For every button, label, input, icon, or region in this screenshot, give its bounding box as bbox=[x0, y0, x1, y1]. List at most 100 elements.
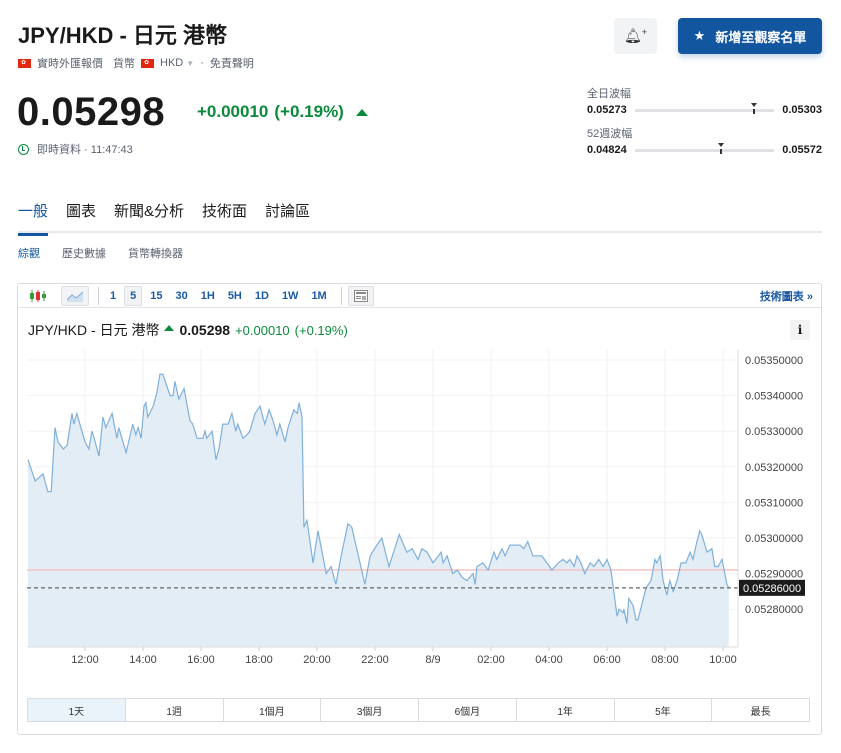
currency-value: HKD bbox=[160, 57, 184, 69]
quote-status: 即時資料 · 11:47:43 bbox=[18, 141, 133, 157]
chart-change: +0.00010 bbox=[235, 322, 290, 338]
y-tick-label: 0.05330000 bbox=[745, 426, 803, 438]
interval-30[interactable]: 30 bbox=[175, 289, 188, 302]
x-tick-label: 20:00 bbox=[303, 654, 331, 666]
tab-chart[interactable]: 圖表 bbox=[66, 203, 97, 220]
currency-select[interactable]: HKD ▼ bbox=[160, 57, 194, 69]
disclaimer-link[interactable]: 免責聲明 bbox=[209, 58, 254, 70]
chart-panel bbox=[17, 283, 822, 735]
week52-range: 52週波幅 0.04824 0.05572 bbox=[587, 125, 822, 156]
last-price-label: 0.05286000 bbox=[743, 583, 801, 595]
currency-label: 貨幣 bbox=[113, 58, 135, 70]
y-tick-label: 0.05320000 bbox=[745, 462, 803, 474]
interval-1m[interactable]: 1M bbox=[311, 289, 327, 302]
price-line bbox=[27, 373, 730, 624]
y-tick-label: 0.05280000 bbox=[745, 604, 803, 616]
tab-news[interactable]: 新聞&分析 bbox=[114, 203, 185, 220]
interval-1h[interactable]: 1H bbox=[200, 289, 215, 302]
interval-5[interactable]: 5 bbox=[124, 285, 143, 306]
range-button[interactable]: 5年 bbox=[615, 699, 713, 721]
range-low: 0.04824 bbox=[587, 144, 627, 156]
interval-group: 1 5 15 30 1H 5H 1D 1W 1M bbox=[105, 285, 335, 306]
chevron-down-icon: ▼ bbox=[186, 59, 195, 68]
range-high: 0.05572 bbox=[782, 144, 822, 156]
hk-flag-icon bbox=[141, 58, 154, 68]
x-tick-label: 8/9 bbox=[425, 654, 440, 666]
price-change: +0.00010 (+0.19%) bbox=[197, 102, 368, 122]
range-high: 0.05303 bbox=[782, 104, 822, 116]
range-button[interactable]: 1天 bbox=[28, 699, 126, 721]
subtab-converter[interactable]: 貨幣轉換器 bbox=[128, 248, 183, 260]
chart-header: JPY/HKD - 日元 港幣 0.05298 +0.00010 (+0.19%… bbox=[28, 320, 348, 340]
subtab-overview[interactable]: 綜觀 bbox=[18, 248, 40, 260]
star-icon: ★ bbox=[693, 28, 706, 43]
tab-divider bbox=[18, 231, 822, 233]
info-button[interactable]: i bbox=[790, 320, 810, 340]
range-button[interactable]: 1個月 bbox=[224, 699, 322, 721]
tab-forum[interactable]: 討論區 bbox=[265, 203, 311, 220]
area-fill bbox=[27, 374, 729, 647]
day-range: 全日波幅 0.05273 0.05303 bbox=[587, 85, 822, 116]
range-label: 52週波幅 bbox=[587, 128, 633, 140]
chart-toolbar: 1 5 15 30 1H 5H 1D 1W 1M 技術圖表 » bbox=[18, 284, 821, 308]
tab-general[interactable]: 一般 bbox=[18, 200, 49, 236]
source-label: 實時外匯報價 bbox=[37, 58, 103, 70]
bell-plus-icon: 🔔︎+ bbox=[623, 27, 648, 44]
range-bar bbox=[634, 102, 775, 114]
x-tick-label: 02:00 bbox=[477, 654, 505, 666]
range-bar bbox=[634, 142, 775, 154]
candlestick-icon bbox=[30, 289, 46, 302]
x-tick-label: 10:00 bbox=[709, 654, 737, 666]
interval-15[interactable]: 15 bbox=[150, 289, 163, 302]
chart-change-percent: (+0.19%) bbox=[294, 322, 348, 338]
range-low: 0.05273 bbox=[587, 104, 627, 116]
arrow-up-icon bbox=[164, 325, 175, 331]
range-label: 全日波幅 bbox=[587, 88, 631, 100]
main-tabs: 一般 圖表 新聞&分析 技術面 討論區 bbox=[18, 200, 328, 236]
range-selector: 1天 1週 1個月 3個月 6個月 1年 5年 最長 bbox=[27, 698, 810, 722]
toolbar-divider bbox=[340, 286, 342, 305]
y-tick-label: 0.05300000 bbox=[745, 533, 803, 545]
chart-symbol: JPY/HKD - 日元 港幣 bbox=[28, 322, 160, 338]
range-button[interactable]: 最長 bbox=[750, 706, 771, 718]
arrow-up-icon bbox=[355, 108, 368, 116]
quote-meta: 實時外匯報價 貨幣 HKD ▼ · 免責聲明 bbox=[18, 55, 254, 71]
x-tick-label: 22:00 bbox=[361, 654, 389, 666]
candlestick-chart-button[interactable] bbox=[24, 286, 52, 306]
x-tick-label: 18:00 bbox=[245, 654, 273, 666]
interval-1w[interactable]: 1W bbox=[281, 289, 299, 302]
interval-1d[interactable]: 1D bbox=[254, 289, 269, 302]
range-marker bbox=[750, 102, 757, 114]
interval-5h[interactable]: 5H bbox=[227, 289, 242, 302]
add-to-watchlist-button[interactable]: ★ 新增至觀察名單 bbox=[678, 18, 822, 54]
x-tick-label: 16:00 bbox=[187, 654, 215, 666]
range-button[interactable]: 6個月 bbox=[419, 699, 517, 721]
chart-price: 0.05298 bbox=[179, 322, 231, 338]
technical-chart-link[interactable]: 技術圖表 » bbox=[759, 290, 813, 303]
change-value: +0.00010 bbox=[197, 102, 269, 121]
y-tick-label: 0.05350000 bbox=[745, 355, 803, 367]
clock-icon bbox=[18, 143, 29, 155]
change-percent: (+0.19%) bbox=[274, 102, 344, 121]
hk-flag-icon bbox=[18, 58, 31, 68]
x-tick-label: 12:00 bbox=[71, 654, 99, 666]
interval-1[interactable]: 1 bbox=[110, 289, 117, 302]
range-button[interactable]: 3個月 bbox=[321, 699, 419, 721]
layout-button[interactable] bbox=[347, 285, 374, 306]
status-text: 即時資料 · 11:47:43 bbox=[37, 144, 133, 156]
sub-tabs: 綜觀 歷史數據 貨幣轉換器 bbox=[18, 245, 205, 261]
area-chart-button[interactable] bbox=[61, 285, 89, 306]
create-alert-button[interactable]: 🔔︎+ bbox=[614, 18, 657, 54]
range-button[interactable]: 1週 bbox=[126, 699, 224, 721]
last-price: 0.05298 bbox=[17, 90, 166, 134]
page-title: JPY/HKD - 日元 港幣 bbox=[18, 23, 228, 48]
subtab-history[interactable]: 歷史數據 bbox=[62, 248, 106, 260]
y-tick-label: 0.05340000 bbox=[745, 391, 803, 403]
tab-technical[interactable]: 技術面 bbox=[202, 203, 248, 220]
y-tick-label: 0.05310000 bbox=[745, 497, 803, 509]
toolbar-divider bbox=[98, 286, 99, 305]
layout-icon bbox=[353, 289, 368, 302]
x-tick-label: 08:00 bbox=[651, 654, 679, 666]
range-button[interactable]: 1年 bbox=[517, 699, 615, 721]
